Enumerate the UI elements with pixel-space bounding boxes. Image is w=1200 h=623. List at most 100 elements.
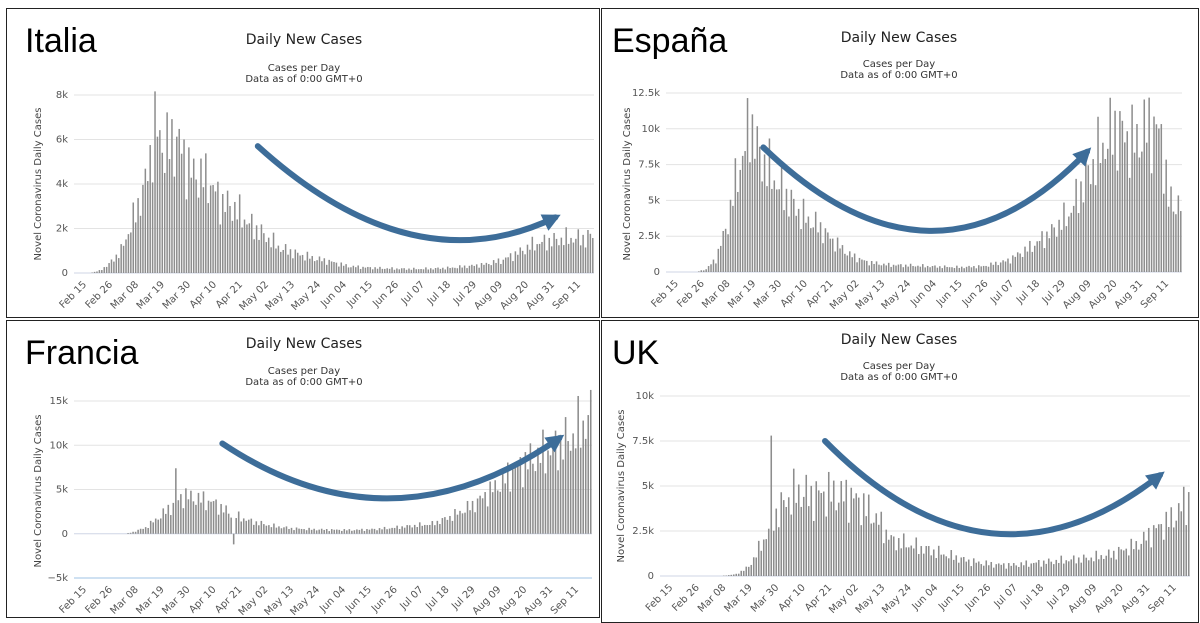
bar <box>288 529 290 534</box>
bar <box>767 528 770 576</box>
bar <box>880 511 883 576</box>
bar <box>1104 158 1107 272</box>
bar <box>444 517 446 534</box>
bar <box>287 254 289 273</box>
bar <box>1172 527 1175 576</box>
bar <box>822 491 825 576</box>
bar <box>504 257 507 273</box>
bar-series <box>698 97 1182 273</box>
bar <box>553 232 555 273</box>
bar <box>310 529 313 534</box>
bar <box>238 194 241 273</box>
bar <box>134 531 137 534</box>
bar <box>391 267 393 273</box>
bar <box>154 518 157 534</box>
bar <box>258 525 260 534</box>
bar <box>917 554 920 576</box>
bar <box>922 553 925 576</box>
bar <box>484 492 486 534</box>
bar <box>96 271 98 273</box>
bar <box>383 526 386 534</box>
bar <box>374 267 376 273</box>
bar <box>1143 99 1146 272</box>
bar <box>120 244 122 273</box>
bar <box>572 433 574 534</box>
bar <box>289 249 292 273</box>
bar <box>797 208 800 272</box>
bar <box>162 508 165 534</box>
bar <box>1150 173 1153 272</box>
bar <box>127 532 129 534</box>
bar <box>406 525 408 534</box>
bar <box>710 264 712 272</box>
bar <box>384 268 386 273</box>
bar <box>1070 559 1073 576</box>
bar <box>547 450 549 534</box>
bar <box>342 265 345 273</box>
bar <box>844 253 846 272</box>
bar <box>936 267 939 272</box>
bar <box>1024 246 1026 272</box>
bar <box>754 158 756 272</box>
bar <box>1002 260 1004 272</box>
bar <box>1019 253 1021 272</box>
bar <box>1150 547 1153 576</box>
bar <box>850 487 853 576</box>
bar <box>948 267 951 272</box>
bar <box>225 505 227 534</box>
bar <box>170 515 172 534</box>
bar <box>870 261 873 272</box>
bar <box>519 457 522 534</box>
bar <box>1012 255 1014 272</box>
bar <box>479 495 481 534</box>
bar <box>1089 184 1092 272</box>
bar <box>1140 543 1143 576</box>
bar <box>902 267 905 272</box>
bar <box>195 504 197 534</box>
bar <box>849 251 851 272</box>
bar <box>509 253 512 273</box>
bar <box>866 260 868 272</box>
bar <box>250 518 253 534</box>
bar <box>1107 148 1109 272</box>
trend-arrow <box>760 144 1091 234</box>
bar <box>822 243 824 272</box>
y-tick-label: 0 <box>648 571 654 582</box>
bar <box>200 502 202 534</box>
bar <box>178 128 180 273</box>
chart-subtitle: Cases per Day <box>268 63 340 74</box>
bar <box>323 258 326 273</box>
bar-series <box>127 389 592 545</box>
bar <box>814 211 817 272</box>
bar <box>1153 116 1155 272</box>
bar <box>240 521 242 534</box>
bar <box>352 265 355 273</box>
bar <box>569 450 572 534</box>
bar <box>379 266 381 273</box>
bar <box>376 268 379 273</box>
bar <box>1135 541 1138 576</box>
bar <box>1038 240 1041 272</box>
bar <box>466 268 468 273</box>
x-tick-label: Aug 31 <box>522 584 555 617</box>
x-tick-label: Mar 08 <box>696 582 728 614</box>
bar <box>159 130 161 273</box>
bar <box>877 524 880 576</box>
trend-arrowhead <box>1145 471 1165 490</box>
bar <box>449 268 451 273</box>
bar <box>914 266 917 272</box>
chart-subtitle: Cases per Day <box>268 366 340 377</box>
bar <box>1065 226 1068 272</box>
bar <box>1137 549 1140 576</box>
bar <box>205 510 207 534</box>
bar <box>1120 549 1123 576</box>
bar <box>534 471 537 534</box>
bar <box>943 265 946 272</box>
bar <box>834 251 836 272</box>
bar <box>1185 525 1188 576</box>
bar <box>1165 159 1167 272</box>
bar <box>975 268 978 272</box>
